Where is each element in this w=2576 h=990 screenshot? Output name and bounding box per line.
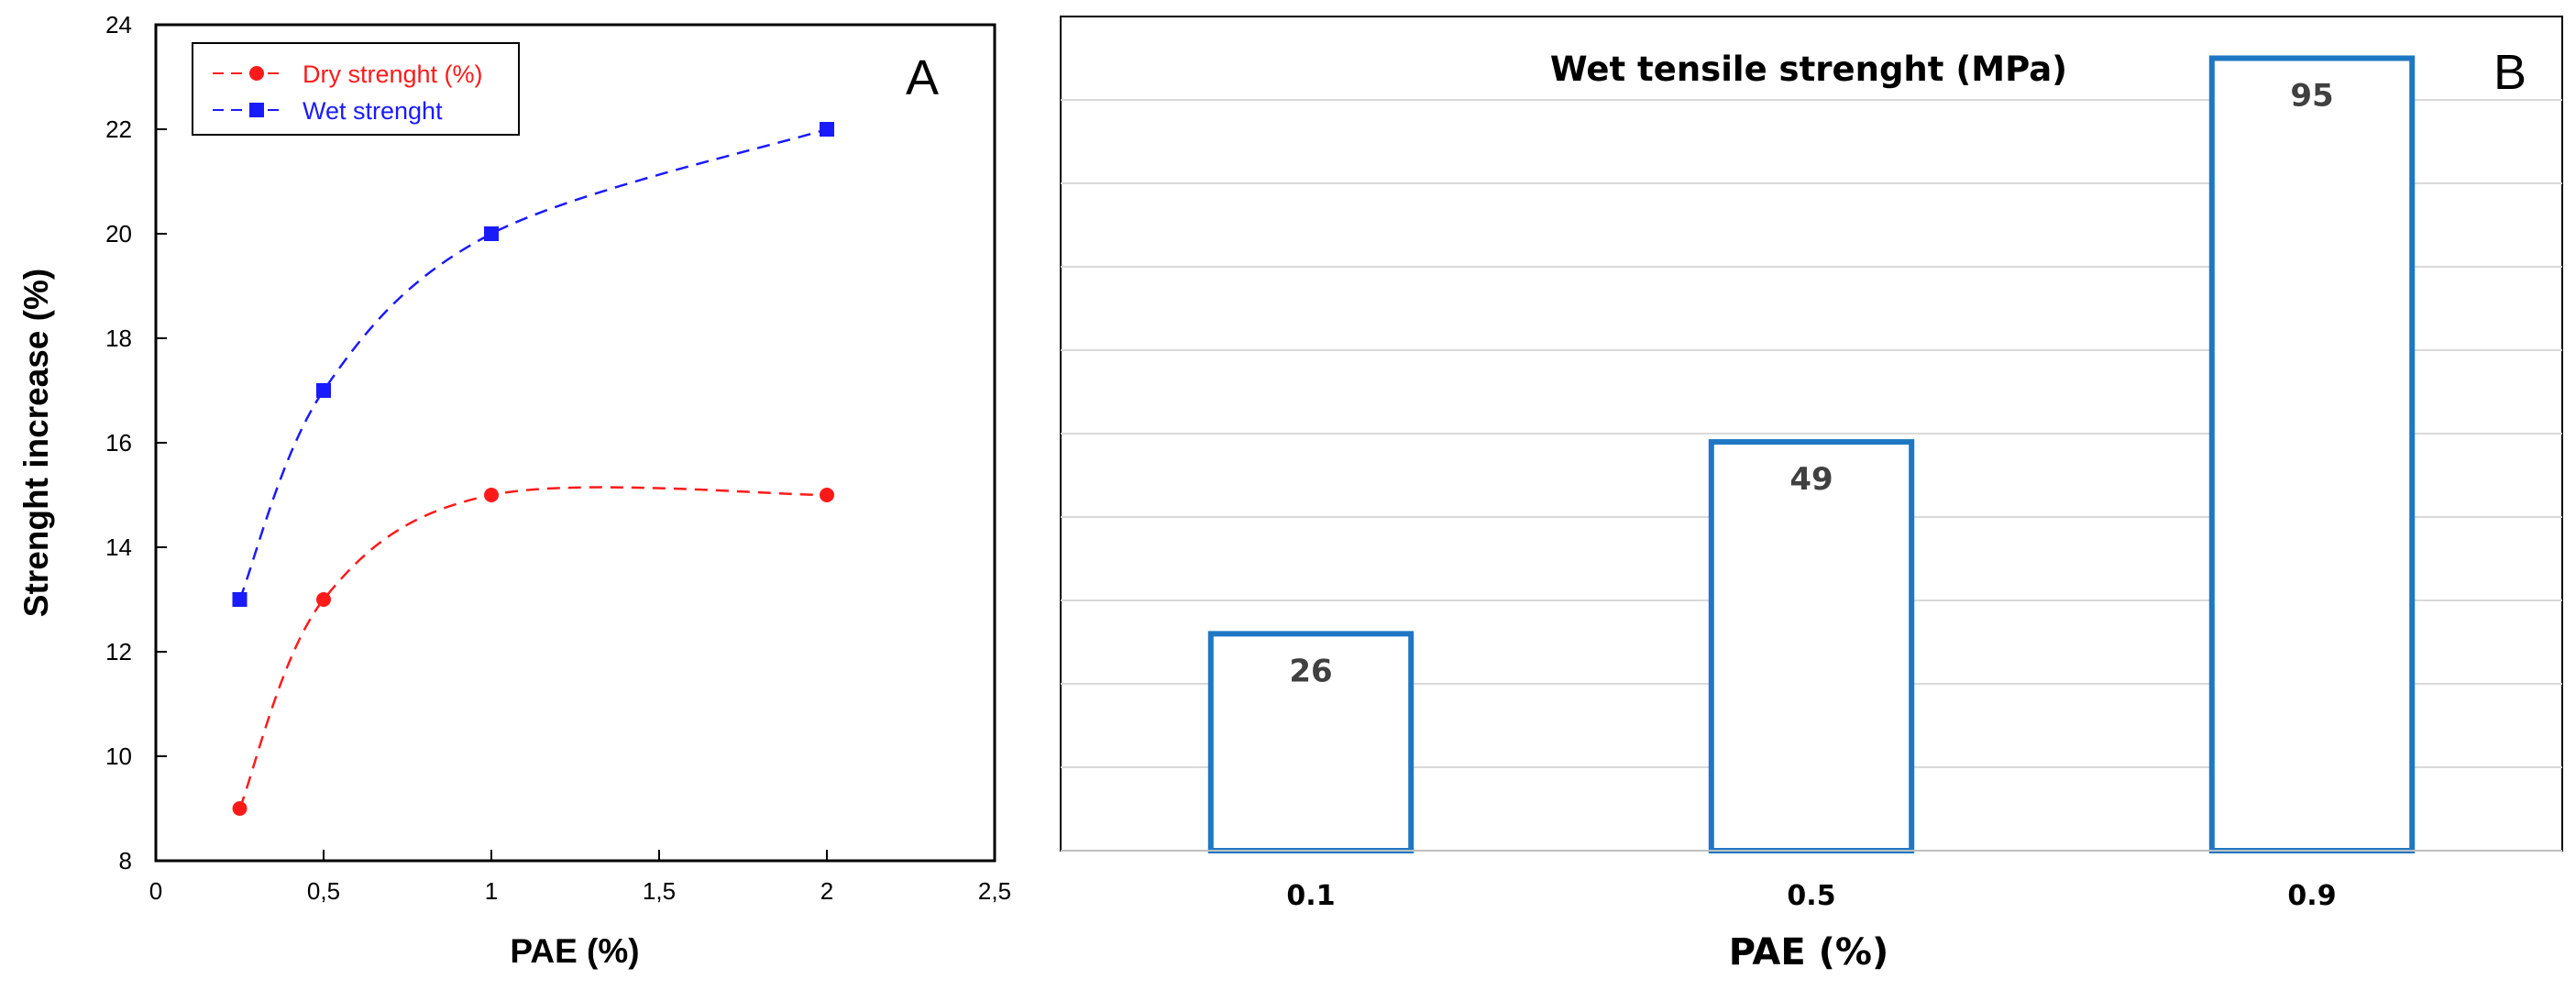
legend-a: Dry strenght (%) Wet strenght	[192, 42, 520, 136]
x-tick-label: 2,5	[978, 877, 1011, 905]
data-point-wet	[232, 592, 248, 607]
series-line-wet	[238, 127, 828, 600]
data-point-dry	[316, 592, 331, 607]
panel-b-bar-chart: 26 0.1 49 0.5 95 0.9 Wet tensile strenght (MP…	[1060, 16, 2563, 974]
bar-value-label: 95	[2290, 78, 2333, 115]
y-tick-label: 14	[105, 534, 132, 561]
x-category-label: 0.1	[1286, 880, 1335, 912]
y-tick-label: 12	[105, 638, 132, 666]
bar	[1708, 439, 1915, 853]
panel-a-line-chart: 0 0,5 1 1,5 2 2,5 8 10 12 14 16 18 20 22 24 PAE (%) S…	[17, 11, 1011, 970]
x-tick-label: 2	[820, 877, 833, 905]
bar-value-label: 49	[1789, 461, 1833, 498]
data-point-wet	[316, 383, 331, 398]
x-category-label: 0.9	[2287, 880, 2336, 912]
panel-label-a: A	[906, 50, 939, 105]
data-point-wet	[820, 122, 834, 137]
y-tick-label: 10	[105, 742, 132, 770]
data-point-dry	[820, 488, 834, 502]
bar	[2208, 55, 2416, 853]
legend-dry-marker	[249, 66, 264, 81]
y-axis-title-a: Strenght increase (%)	[17, 269, 55, 617]
x-axis-title-b: PAE (%)	[1729, 931, 1889, 974]
x-tick-label: 1	[485, 877, 498, 905]
bar	[1207, 631, 1415, 854]
legend-wet-marker	[249, 103, 264, 117]
x-category-label: 0.5	[1787, 880, 1835, 912]
legend-dry-label: Dry strenght (%)	[303, 60, 483, 88]
data-point-wet	[484, 226, 499, 241]
data-point-dry	[484, 488, 499, 502]
data-point-dry	[232, 801, 248, 816]
x-axis-title-a: PAE (%)	[510, 932, 639, 970]
chart-title-b: Wet tensile strenght (MPa)	[1550, 50, 2067, 89]
series-line-dry	[238, 486, 828, 809]
y-tick-label: 8	[119, 847, 132, 874]
legend-box	[192, 42, 520, 136]
panel-label-b: B	[2493, 45, 2526, 100]
x-tick-label: 1,5	[643, 877, 676, 905]
y-tick-label: 20	[105, 220, 132, 248]
y-tick-label: 24	[105, 11, 132, 38]
plot-frame-a	[154, 23, 996, 863]
x-tick-label: 0	[149, 877, 162, 905]
y-tick-label: 18	[105, 324, 132, 352]
bar-value-label: 26	[1289, 653, 1332, 689]
x-tick-label: 0,5	[307, 877, 340, 905]
legend-wet-label: Wet strenght	[303, 97, 443, 125]
y-tick-label: 16	[105, 429, 132, 456]
y-tick-label: 22	[105, 116, 132, 143]
